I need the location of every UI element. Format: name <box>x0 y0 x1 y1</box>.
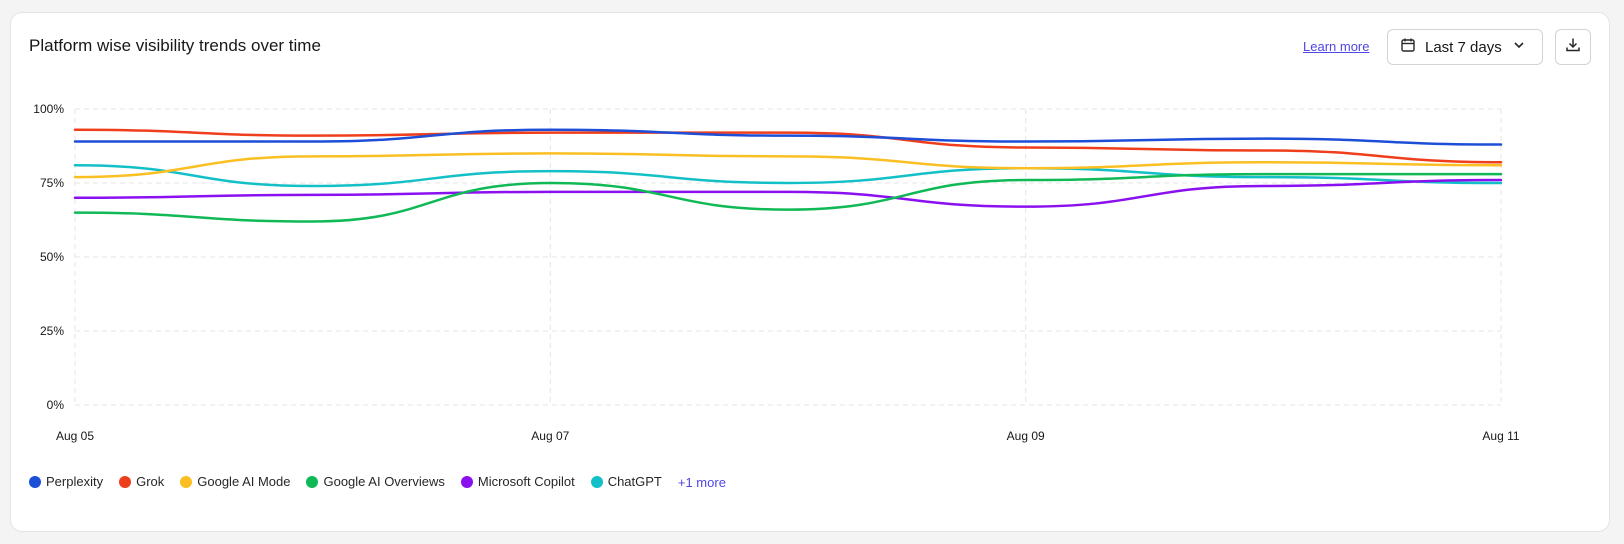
download-button[interactable] <box>1555 29 1591 65</box>
y-tick-label: 75% <box>40 176 64 190</box>
visibility-trends-card: Platform wise visibility trends over tim… <box>10 12 1610 532</box>
chart-legend: Perplexity Grok Google AI Mode Google AI Ov… <box>29 473 726 490</box>
download-icon <box>1564 36 1582 59</box>
learn-more-link[interactable]: Learn more <box>1303 39 1370 54</box>
calendar-icon <box>1400 37 1416 58</box>
series-line-google-ai-overviews <box>73 172 1503 223</box>
legend-label: Microsoft Copilot <box>477 474 575 489</box>
chart-grid <box>74 108 1502 406</box>
chart-title: Platform wise visibility trends over tim… <box>29 36 321 55</box>
y-tick-label: 100% <box>33 102 64 116</box>
legend-swatch <box>180 475 193 488</box>
y-tick-label: 50% <box>40 250 64 264</box>
legend-swatch <box>29 475 41 488</box>
y-tick-label: 0% <box>47 398 65 412</box>
series-line-chatgpt <box>73 163 1503 188</box>
legend-label: Google AI Overviews <box>323 474 445 489</box>
legend-more-link[interactable]: +1 more <box>677 475 726 490</box>
legend-swatch <box>306 475 319 488</box>
legend-swatch <box>119 475 132 488</box>
legend-label: Google AI Mode <box>197 474 291 489</box>
y-tick-label: 25% <box>40 324 64 338</box>
series-line-grok <box>73 128 1503 164</box>
legend-label: Perplexity <box>46 474 104 489</box>
series-line-microsoft-copilot <box>73 178 1503 208</box>
legend-item[interactable]: Google AI Mode <box>180 474 290 489</box>
date-range-label: Last 7 days <box>1425 38 1502 56</box>
x-tick-label: Aug 05 <box>56 429 94 443</box>
legend-label: ChatGPT <box>607 474 662 489</box>
chevron-down-icon <box>1512 38 1526 57</box>
series-line-perplexity <box>73 128 1503 146</box>
legend-swatch <box>590 475 603 488</box>
chart-lines <box>73 128 1503 223</box>
legend-item[interactable]: ChatGPT <box>590 474 662 489</box>
x-tick-label: Aug 07 <box>531 429 569 443</box>
legend-item[interactable]: Perplexity <box>29 474 103 489</box>
series-line-google-ai-mode <box>73 152 1503 179</box>
legend-swatch <box>460 475 473 488</box>
line-chart: 100% 75% 50% 25% 0% Aug 05 Aug 07 Aug 09 Aug 11 <box>33 102 1520 443</box>
legend-item[interactable]: Microsoft Copilot <box>460 474 575 489</box>
x-tick-label: Aug 11 <box>1482 429 1519 443</box>
legend-item[interactable]: Grok <box>119 474 164 489</box>
chart-ticks: 100% 75% 50% 25% 0% Aug 05 Aug 07 Aug 09 Aug 11 <box>33 102 1520 443</box>
date-range-dropdown[interactable]: Last 7 days <box>1387 29 1543 65</box>
legend-item[interactable]: Google AI Overviews <box>306 474 445 489</box>
legend-label: Grok <box>136 474 165 489</box>
x-tick-label: Aug 09 <box>1007 429 1045 443</box>
